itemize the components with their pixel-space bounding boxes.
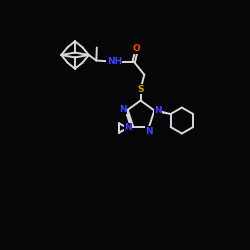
Text: N: N xyxy=(146,127,153,136)
Text: N: N xyxy=(124,123,132,132)
Text: N: N xyxy=(119,105,126,114)
Text: N: N xyxy=(154,106,162,114)
Text: NH: NH xyxy=(107,57,122,66)
Text: S: S xyxy=(137,85,144,94)
Text: O: O xyxy=(133,44,141,53)
